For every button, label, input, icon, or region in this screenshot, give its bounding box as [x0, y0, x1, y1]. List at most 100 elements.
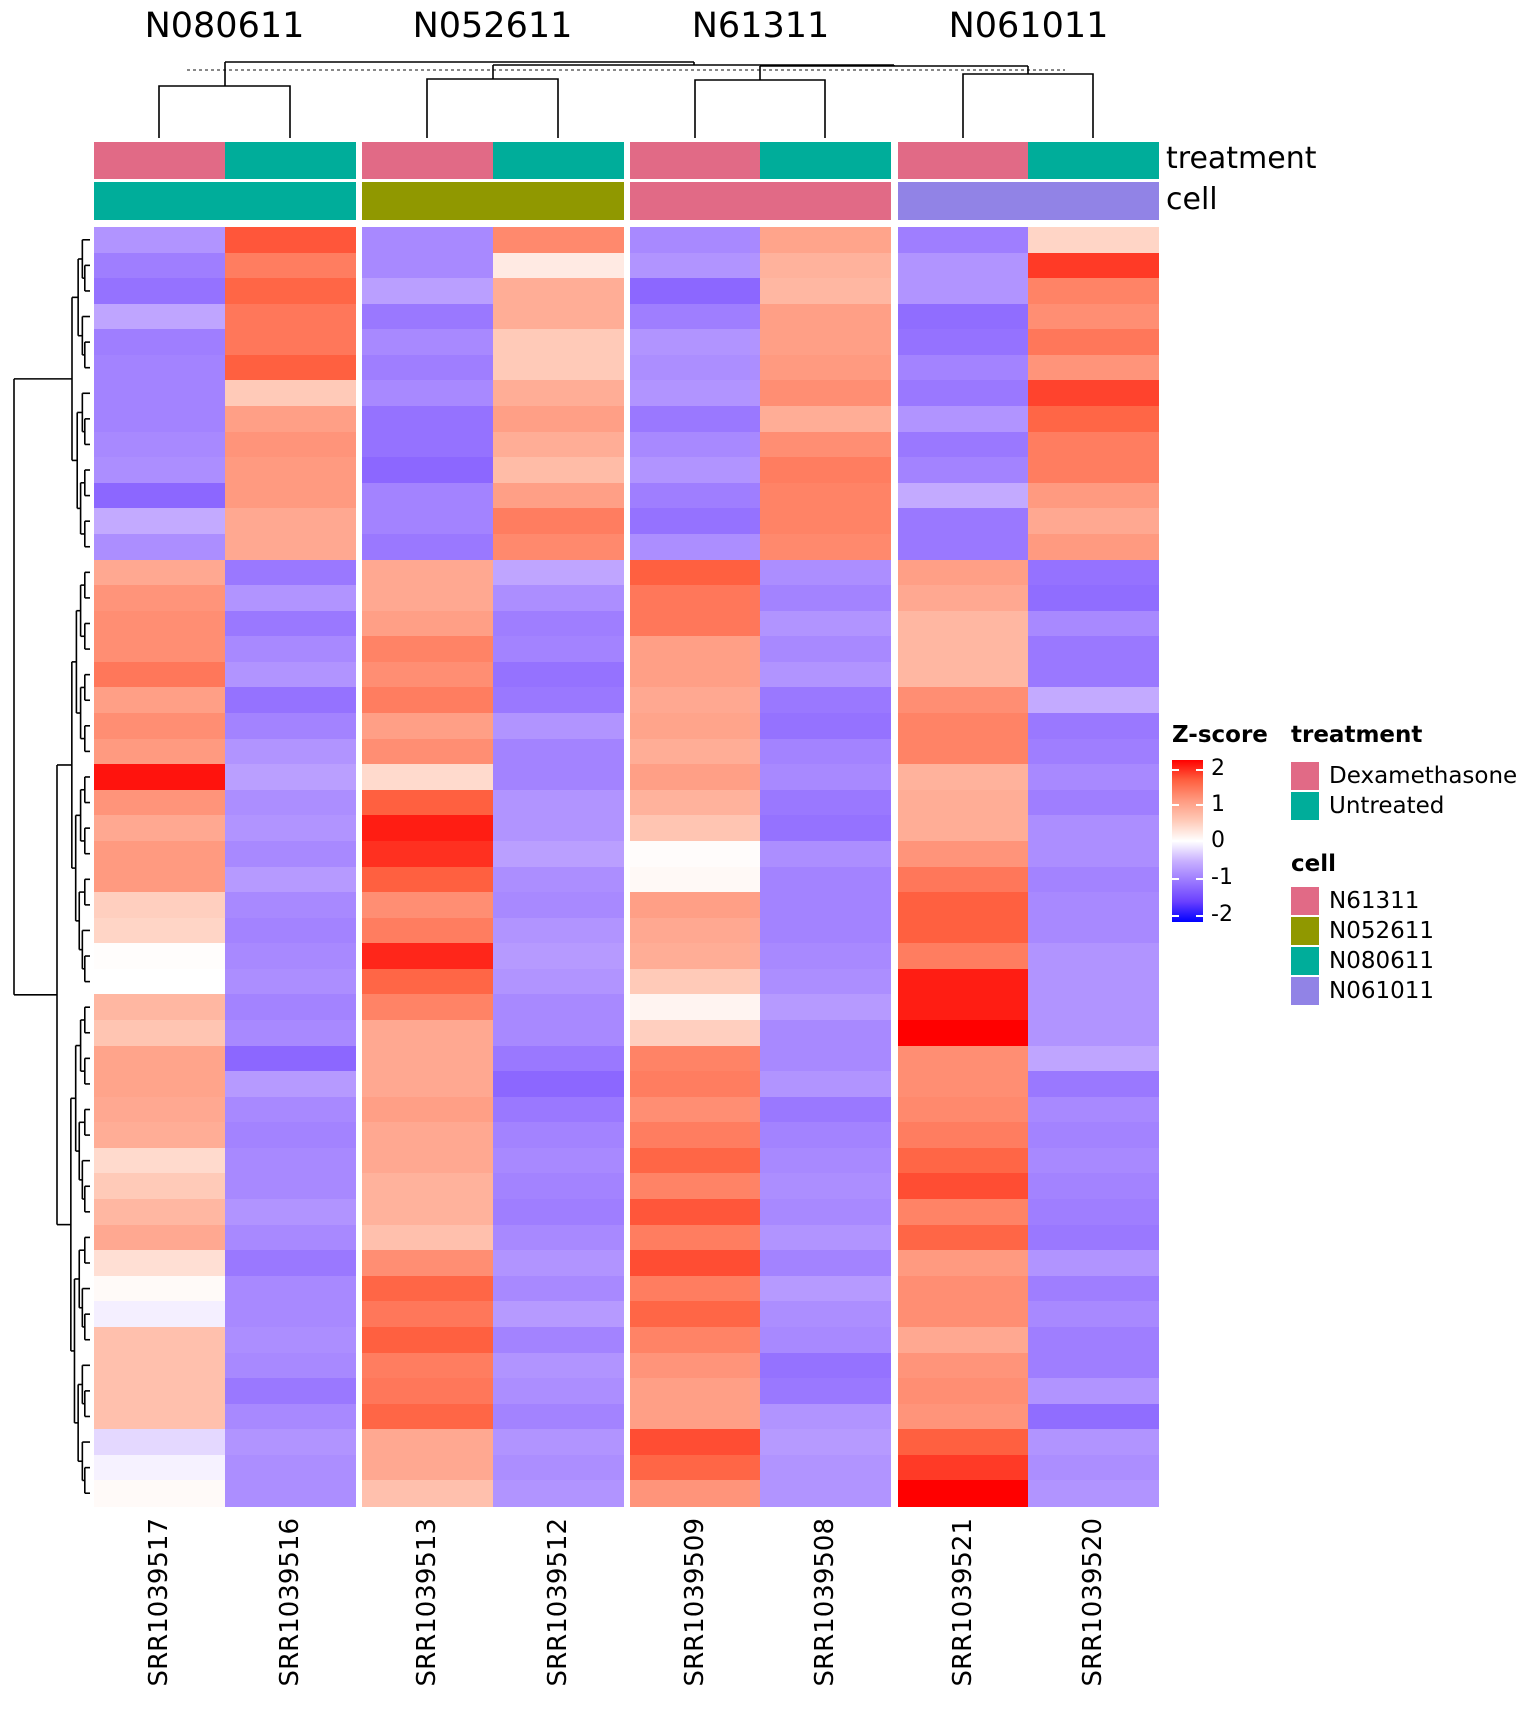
heatmap-cell [760, 1275, 892, 1302]
heatmap-cell [362, 764, 494, 791]
heatmap-cell [1028, 968, 1160, 995]
heatmap-cell [760, 1301, 892, 1328]
heatmap-cell [362, 866, 494, 893]
heatmap-cell [224, 713, 356, 740]
heatmap-cell [898, 533, 1030, 561]
heatmap-cell [760, 329, 892, 356]
zscore-tick-minus2: -2 [1211, 902, 1233, 927]
heatmap-cell [362, 227, 494, 254]
heatmap-cell [760, 1199, 892, 1226]
heatmap-cell [1028, 1173, 1160, 1200]
heatmap-cell [898, 1403, 1030, 1430]
zscore-tick-minus1: -1 [1211, 865, 1233, 890]
heatmap-cell [1028, 661, 1160, 689]
heatmap-cell [362, 917, 494, 944]
heatmap-cell [492, 1071, 624, 1098]
heatmap-cell [898, 431, 1030, 458]
dendro-slice-4 [962, 66, 1094, 138]
heatmap-cell [224, 968, 356, 995]
heatmap-cell [492, 303, 624, 330]
legend-swatch-n052611 [1291, 917, 1319, 945]
heatmap-cell [94, 508, 226, 535]
heatmap-cell [760, 1429, 892, 1456]
heatmap-cell [224, 636, 356, 663]
heatmap-cell [898, 1250, 1030, 1277]
heatmap-cell [224, 1480, 356, 1507]
heatmap-cell [362, 1454, 494, 1481]
heatmap-cell [94, 1378, 226, 1405]
heatmap-cell [760, 227, 892, 254]
heatmap-cell [1028, 1122, 1160, 1149]
heatmap-cell [492, 1096, 624, 1123]
heatmap-cell [898, 610, 1030, 637]
heatmap-cell [1028, 738, 1160, 765]
heatmap-cell [630, 1071, 762, 1098]
heatmap-cell [224, 1122, 356, 1149]
heatmap-cell [492, 278, 624, 305]
heatmap-cell [630, 406, 762, 433]
heatmap-cell [362, 559, 494, 586]
heatmap-cell [760, 559, 892, 586]
heatmap-cell [630, 1045, 762, 1072]
heatmap-cell [362, 687, 494, 714]
column-label: SRR1039517 [144, 1518, 175, 1687]
column-label: SRR1039508 [810, 1518, 841, 1687]
heatmap-cell [224, 508, 356, 535]
colorbar-tick-mark [1196, 769, 1203, 771]
heatmap-cell [760, 1224, 892, 1251]
heatmap-cell [630, 1403, 762, 1430]
heatmap-cell [224, 1096, 356, 1123]
heatmap-cell [492, 789, 624, 816]
heatmap-cell [1028, 508, 1160, 535]
heatmap-cell [760, 866, 892, 893]
legend-label-dexamethasone: Dexamethasone [1329, 763, 1518, 789]
heatmap-cell [492, 892, 624, 919]
zscore-tick-1: 1 [1211, 792, 1225, 817]
slice-title-n052611: N052611 [412, 6, 573, 46]
heatmap-cell [224, 1224, 356, 1251]
heatmap-cell [94, 329, 226, 356]
column-label: SRR1039520 [1078, 1518, 1109, 1687]
heatmap-cell [492, 1173, 624, 1200]
heatmap-cell [224, 406, 356, 433]
heatmap-cell [630, 1480, 762, 1507]
heatmap-cell [1028, 892, 1160, 919]
heatmap-cell [898, 892, 1030, 919]
heatmap-cell [630, 840, 762, 868]
heatmap-cell [630, 508, 762, 535]
heatmap-cell [94, 994, 226, 1021]
colorbar-tick-mark [1172, 804, 1179, 806]
heatmap-cell [94, 1122, 226, 1149]
heatmap-cell [898, 917, 1030, 944]
heatmap-cell [760, 610, 892, 637]
heatmap-cell [362, 892, 494, 919]
heatmap-cell [898, 1301, 1030, 1328]
heatmap-cell [492, 917, 624, 944]
colorbar-tick-mark [1172, 840, 1179, 842]
heatmap-cell [898, 1122, 1030, 1149]
heatmap-cell [492, 252, 624, 279]
heatmap-cell [492, 457, 624, 484]
heatmap-cell [1028, 1224, 1160, 1251]
heatmap-cell [630, 380, 762, 407]
heatmap-cell [94, 1301, 226, 1328]
legend-label-n052611: N052611 [1329, 918, 1435, 944]
heatmap-cell [362, 1199, 494, 1226]
heatmap-cell [492, 1045, 624, 1072]
heatmap-cell [94, 1352, 226, 1379]
heatmap-cell [362, 1429, 494, 1456]
heatmap-cell [492, 1122, 624, 1149]
column-dendrogram [158, 61, 1094, 138]
heatmap-cell [760, 303, 892, 330]
heatmap-cell [760, 738, 892, 765]
heatmap-cell [760, 764, 892, 791]
heatmap-cell [630, 431, 762, 458]
heatmap-cell [94, 866, 226, 893]
heatmap-cell [898, 764, 1030, 791]
heatmap-cell [94, 1454, 226, 1481]
legend-swatch-n080611 [1291, 947, 1319, 975]
heatmap-cell [362, 1096, 494, 1123]
heatmap-cell [630, 738, 762, 765]
heatmap-cell [362, 1019, 494, 1047]
heatmap-cell [94, 457, 226, 484]
